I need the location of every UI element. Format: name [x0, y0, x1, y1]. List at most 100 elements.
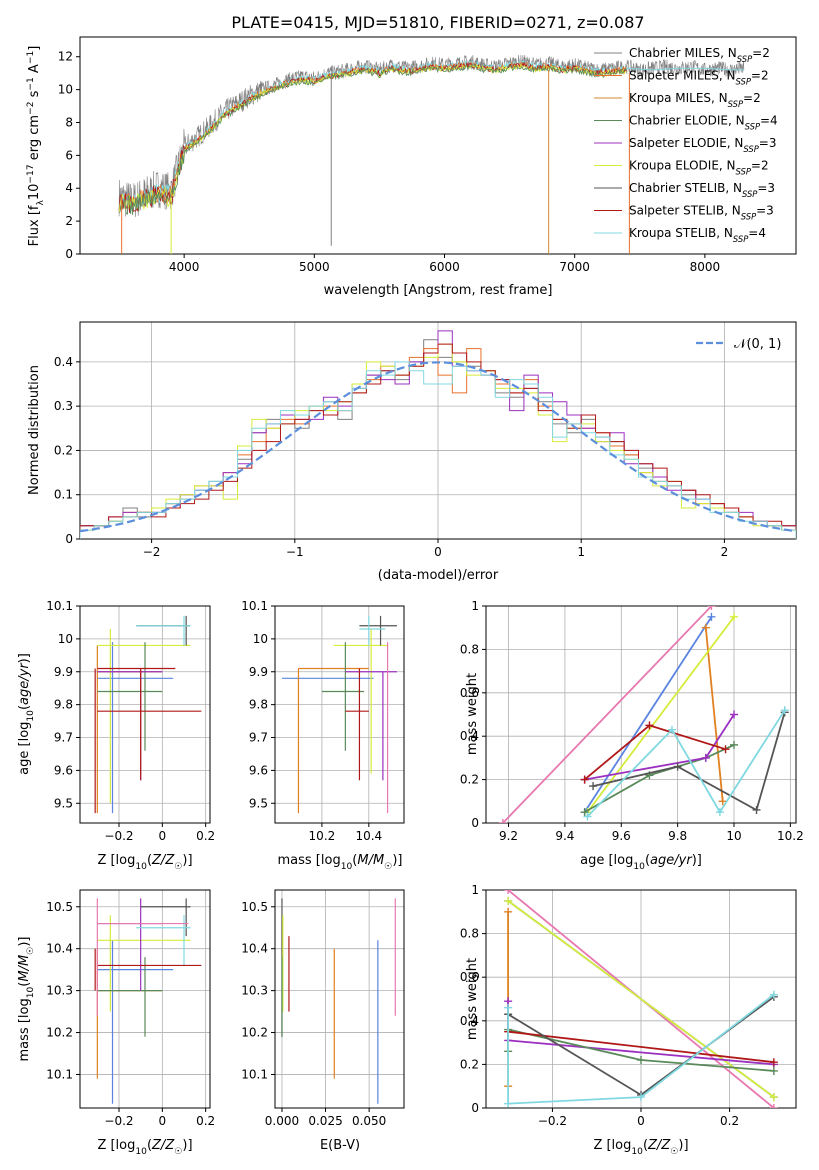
weight-line-0	[502, 606, 713, 823]
mass-vs-Z-ytick-label: 10.1	[46, 1067, 73, 1081]
weight-line-2	[704, 627, 724, 802]
massweight-vs-Z-ytick-label: 0	[471, 1101, 479, 1115]
massweight-vs-Z-xtick-label: −0.2	[538, 1114, 567, 1128]
massweight-vs-Z-ytick-label: 0.8	[460, 927, 479, 941]
legend-label: Salpeter STELIB, NSSP=3	[629, 204, 774, 222]
mass-vs-ebv-ytick-label: 10.5	[241, 900, 268, 914]
weight-marker	[715, 808, 724, 817]
model-spectrum-extended	[626, 67, 744, 71]
mass-vs-ebv-ytick-label: 10.3	[241, 984, 268, 998]
weight-marker	[730, 740, 738, 749]
age-vs-mass-ytick-label: 10	[253, 632, 268, 646]
weight-line-8	[586, 709, 786, 818]
age-vs-mass-xtick-label: 10.2	[309, 829, 336, 843]
spectrum-xtick-label: 7000	[559, 260, 590, 274]
residuals-xtick-label: −1	[286, 545, 304, 559]
age-vs-Z-ylabel: age [log10(age/yr)]	[17, 653, 36, 775]
residuals-ytick-label: 0.3	[54, 399, 73, 413]
model-spectrum-ELODIE_Kroupa	[118, 63, 627, 213]
weight-marker	[701, 753, 710, 762]
legend-label: Kroupa ELODIE, NSSP=2	[629, 159, 769, 177]
weight-marker	[504, 1003, 513, 1012]
weight-marker	[721, 745, 730, 754]
mass-vs-ebv-xtick-label: 0.025	[308, 1114, 342, 1128]
mass-vs-ebv-xlabel: E(B-V)	[320, 1138, 360, 1153]
age-vs-Z-frame	[79, 605, 211, 824]
legend-gaussian-label: 𝒩(0, 1)	[734, 337, 781, 352]
weight-marker	[504, 896, 513, 905]
weight-marker	[730, 710, 738, 719]
weight-marker	[645, 721, 654, 730]
weight-line-6	[507, 1030, 775, 1064]
massweight-vs-age-xtick-label: 9.8	[668, 829, 687, 843]
massweight-vs-age-ytick-label: 0.8	[460, 642, 479, 656]
age-vs-Z-xtick-label: 0.2	[196, 829, 215, 843]
mass-vs-ebv-ytick-label: 10.2	[241, 1026, 268, 1040]
age-vs-Z-ytick-label: 9.8	[54, 698, 73, 712]
massweight-vs-Z-ytick-label: 0.6	[460, 970, 479, 984]
age-vs-mass-ytick-label: 9.7	[249, 731, 268, 745]
spectrum-xtick-label: 5000	[299, 260, 330, 274]
model-spectrum-MILES_Salpeter	[118, 61, 627, 211]
age-vs-mass-xtick-label: 10.4	[355, 829, 382, 843]
massweight-vs-age-ytick-label: 0.4	[460, 729, 479, 743]
mass-vs-Z-ylabel: mass [log10(M/M☉)]	[17, 937, 36, 1062]
mass-vs-Z-ytick-label: 10.4	[46, 942, 73, 956]
weight-marker	[707, 606, 716, 610]
age-vs-Z-xtick-label: 0	[159, 829, 167, 843]
massweight-vs-Z-xlabel: Z [log10(Z/Z☉)]	[593, 1138, 688, 1157]
residuals-ylabel: Normed distribution	[27, 365, 42, 495]
age-vs-mass-xlabel: mass [log10(M/M☉)]	[278, 853, 403, 872]
age-vs-Z-ytick-label: 9.5	[54, 796, 73, 810]
residuals-ytick-label: 0.1	[54, 488, 73, 502]
mass-vs-ebv-ytick-label: 10.1	[241, 1067, 268, 1081]
weight-marker	[780, 706, 789, 715]
age-vs-Z-ytick-label: 9.6	[54, 763, 73, 777]
weight-marker	[769, 990, 778, 999]
massweight-vs-age-xtick-label: 9.2	[499, 829, 518, 843]
massweight-vs-age-frame	[485, 605, 797, 824]
massweight-vs-Z-xtick-label: 0.2	[720, 1114, 739, 1128]
mass-vs-Z-xlabel: Z [log10(Z/Z☉)]	[97, 1138, 192, 1157]
mass-vs-ebv-plot-area	[281, 898, 396, 1104]
legend-label: Chabrier ELODIE, NSSP=4	[629, 114, 778, 132]
spectrum-ytick-label: 8	[65, 115, 73, 129]
age-vs-mass-plot-area	[282, 615, 397, 814]
weight-marker	[504, 1099, 513, 1108]
weight-line-8	[507, 993, 775, 1105]
weight-marker	[673, 762, 682, 771]
model-spectrum-ELODIE_Chabrier	[118, 64, 627, 215]
massweight-vs-age-ytick-label: 0.6	[460, 686, 479, 700]
spectrum-ytick-label: 10	[58, 83, 73, 97]
mass-vs-Z-frame	[79, 889, 211, 1109]
weight-marker	[637, 1056, 645, 1065]
gaussian-curve	[80, 361, 796, 533]
weight-marker	[707, 612, 716, 621]
residuals-xlabel: (data-model)/error	[378, 568, 499, 583]
weight-line-1	[583, 616, 713, 813]
histogram-series-4	[80, 343, 796, 539]
weight-marker	[504, 907, 513, 916]
mass-vs-Z-xtick-label: 0	[159, 1114, 167, 1128]
age-vs-mass-ytick-label: 10.1	[241, 599, 268, 613]
spectrum-plot-area	[118, 54, 745, 254]
weight-marker	[589, 782, 598, 791]
age-vs-Z-ytick-label: 9.7	[54, 731, 73, 745]
legend-label: Kroupa MILES, NSSP=2	[629, 91, 761, 109]
legend-label: Chabrier MILES, NSSP=2	[629, 46, 770, 64]
massweight-vs-age-xtick-label: 9.4	[555, 829, 574, 843]
legend-label: Chabrier STELIB, NSSP=3	[629, 181, 775, 199]
massweight-vs-Z-plot-area	[504, 890, 778, 1108]
weight-marker	[498, 819, 507, 823]
spectrum-xtick-label: 6000	[429, 260, 460, 274]
massweight-vs-age-ytick-label: 0	[471, 816, 479, 830]
spectrum-ytick-label: 0	[65, 247, 73, 261]
massweight-vs-age-ytick-label: 0.2	[460, 773, 479, 787]
spectrum-xtick-label: 4000	[169, 260, 200, 274]
weight-line-2	[507, 900, 775, 1098]
legend-label: Salpeter MILES, NSSP=2	[629, 69, 769, 87]
age-vs-mass-ytick-label: 9.9	[249, 665, 268, 679]
massweight-vs-age-xtick-label: 10	[726, 829, 741, 843]
spectrum-title: PLATE=0415, MJD=51810, FIBERID=0271, z=0…	[231, 13, 644, 32]
